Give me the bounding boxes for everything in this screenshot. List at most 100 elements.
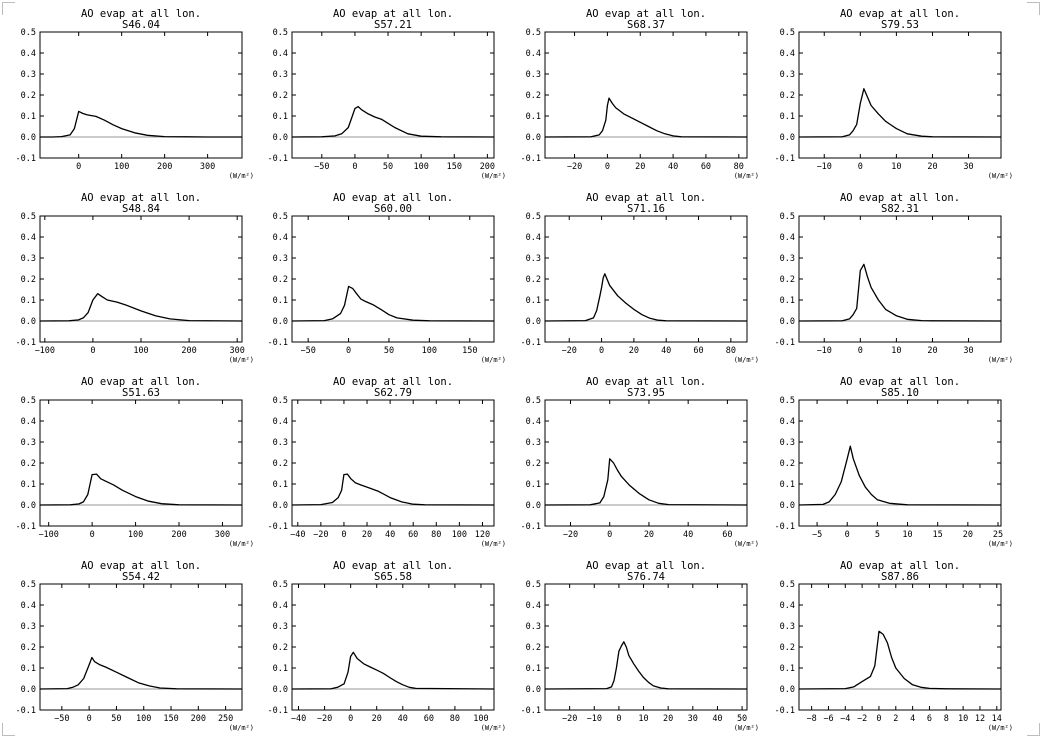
x-tick-label: 14: [992, 714, 1002, 724]
x-tick-label: 60: [722, 530, 732, 540]
chart-panel: AO evap at all lon.S73.95 -0.1 0.0 0.1 0.2 0.…: [521, 376, 759, 548]
x-tick-label: 50: [383, 162, 393, 172]
x-tick-label: 10: [638, 714, 648, 724]
x-tick-label: −40: [291, 714, 306, 724]
y-tick-label: 0.4: [526, 601, 541, 611]
y-tick-label: 0.2: [780, 275, 795, 285]
y-tick-label: 0.5: [780, 396, 795, 406]
x-tick-label: 15: [933, 530, 943, 540]
x-tick-label: −5: [812, 530, 822, 540]
x-unit-label: (W/m²): [481, 540, 506, 548]
series-line: [39, 656, 243, 690]
x-tick-label: 80: [726, 346, 736, 356]
y-tick-label: 0.1: [273, 480, 288, 490]
x-tick-label: 6: [927, 714, 932, 724]
y-tick-label: 0.1: [21, 296, 36, 306]
y-tick-label: 0.4: [780, 601, 795, 611]
y-tick-label: 0.5: [273, 28, 288, 38]
x-tick-label: 0: [87, 714, 92, 724]
chart-title: AO evap at all lon.: [81, 376, 201, 388]
y-tick-label: 0.0: [21, 317, 36, 327]
y-tick-label: 0.3: [526, 254, 541, 264]
y-tick-label: 0.3: [780, 438, 795, 448]
y-tick-label: 0.5: [780, 28, 795, 38]
chart-subtitle: S62.79: [374, 387, 412, 399]
x-tick-label: 60: [693, 346, 703, 356]
y-tick-label: -0.1: [775, 522, 795, 532]
y-tick-label: 0.0: [780, 317, 795, 327]
x-tick-label: 200: [480, 162, 495, 172]
y-tick-label: 0.3: [273, 254, 288, 264]
y-tick-label: 0.3: [526, 438, 541, 448]
x-tick-label: 100: [114, 162, 129, 172]
chart-panel: AO evap at all lon.S57.21 -0.1 0.0 0.1 0.2 0.…: [268, 8, 506, 180]
y-tick-label: 0.4: [526, 417, 541, 427]
x-unit-label: (W/m²): [481, 724, 506, 732]
x-tick-label: 0: [599, 346, 604, 356]
y-tick-label: 0.5: [780, 212, 795, 222]
y-tick-label: 0.1: [780, 112, 795, 122]
y-tick-label: 0.0: [780, 685, 795, 695]
y-tick-label: 0.2: [526, 459, 541, 469]
x-tick-label: 100: [133, 346, 148, 356]
chart-panel: AO evap at all lon.S62.79 -0.1 0.0 0.1 0.2 0.…: [268, 376, 506, 548]
y-tick-label: 0.5: [780, 580, 795, 590]
plot-frame: [291, 583, 495, 711]
y-tick-label: 0.4: [21, 233, 36, 243]
y-tick-label: 0.5: [21, 212, 36, 222]
chart-subtitle: S65.58: [374, 571, 412, 583]
y-tick-label: 0.2: [21, 643, 36, 653]
x-tick-label: 0: [858, 162, 863, 172]
x-tick-label: 10: [902, 530, 912, 540]
y-tick-label: 0.1: [526, 296, 541, 306]
y-tick-label: 0.0: [526, 133, 541, 143]
y-tick-label: 0.2: [780, 91, 795, 101]
plot-frame: [798, 215, 1002, 343]
y-tick-label: 0.5: [526, 580, 541, 590]
chart-title: AO evap at all lon.: [586, 376, 706, 388]
chart-subtitle: S73.95: [627, 387, 665, 399]
y-tick-label: 0.5: [526, 396, 541, 406]
y-tick-label: 0.2: [273, 643, 288, 653]
x-unit-label: (W/m²): [481, 172, 506, 180]
x-tick-label: 300: [215, 530, 230, 540]
y-tick-label: 0.2: [780, 459, 795, 469]
x-tick-label: 0: [76, 162, 81, 172]
y-tick-label: 0.4: [273, 49, 288, 59]
chart-panel: AO evap at all lon.S82.31 -0.1 0.0 0.1 0.2 0.…: [775, 192, 1013, 364]
x-tick-label: 20: [663, 714, 673, 724]
x-tick-label: 200: [171, 530, 186, 540]
y-tick-label: 0.0: [273, 317, 288, 327]
y-tick-label: 0.1: [780, 664, 795, 674]
x-tick-label: 150: [447, 162, 462, 172]
y-tick-label: 0.3: [21, 70, 36, 80]
plot-frame: [291, 31, 495, 159]
y-tick-label: 0.5: [21, 580, 36, 590]
x-tick-label: 100: [473, 714, 488, 724]
series-line: [798, 445, 1002, 506]
y-tick-label: 0.5: [526, 212, 541, 222]
x-tick-label: 100: [422, 346, 437, 356]
y-tick-label: 0.4: [780, 233, 795, 243]
series-line: [798, 263, 1002, 322]
chart-title: AO evap at all lon.: [81, 192, 201, 204]
x-unit-label: (W/m²): [988, 540, 1013, 548]
chart-panel: AO evap at all lon.S65.58 -0.1 0.0 0.1 0.2 0.…: [268, 560, 506, 732]
y-tick-label: 0.1: [273, 112, 288, 122]
chart-title: AO evap at all lon.: [333, 8, 453, 20]
y-tick-label: -0.1: [775, 154, 795, 164]
x-tick-label: −40: [290, 530, 305, 540]
x-tick-label: 100: [452, 530, 467, 540]
y-tick-label: 0.2: [273, 459, 288, 469]
x-unit-label: (W/m²): [734, 724, 759, 732]
chart-title: AO evap at all lon.: [333, 376, 453, 388]
x-tick-label: 4: [910, 714, 915, 724]
y-tick-label: 0.0: [526, 501, 541, 511]
y-tick-label: -0.1: [268, 154, 288, 164]
x-tick-label: −50: [314, 162, 329, 172]
plot-frame: [544, 215, 748, 343]
plot-frame: [39, 215, 243, 343]
x-tick-label: −10: [587, 714, 602, 724]
x-tick-label: 5: [875, 530, 880, 540]
x-unit-label: (W/m²): [734, 172, 759, 180]
